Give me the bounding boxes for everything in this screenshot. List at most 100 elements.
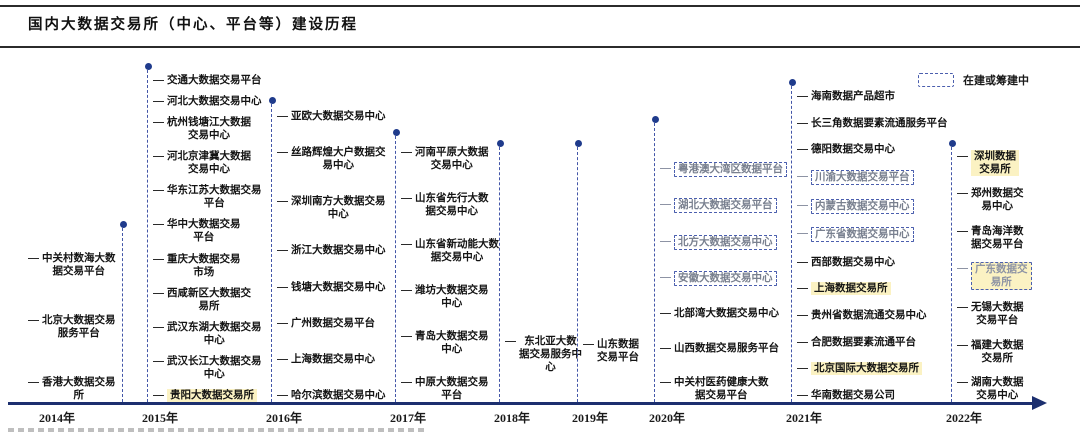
item-connector-dash [277, 250, 288, 252]
timeline-item: 杭州钱塘江大数据 交易中心 [153, 116, 265, 142]
timeline-item: 上海数据交易中心 [277, 353, 389, 366]
item-connector-dash [797, 315, 808, 316]
item-connector-dash [797, 368, 808, 370]
year-label: 2015年 [141, 411, 179, 425]
item-connector-dash [797, 122, 808, 124]
item-label: 北京大数据交易 服务平台 [42, 315, 116, 339]
timeline-item: 深圳南方大数据交易 中心 [277, 195, 389, 221]
timeline-item: 中关村医药健康大数 据交易平台 [660, 376, 788, 402]
timeline-item: 钱塘大数据交易中心 [277, 281, 389, 294]
item-connector-dash [401, 336, 412, 337]
item-label: 中原大数据交易 平台 [415, 377, 489, 401]
item-label: 深圳南方大数据交易 中心 [291, 196, 386, 221]
item-connector-dash [660, 168, 671, 169]
item-connector-dash [153, 156, 164, 158]
item-label: 湖北大数据交易平台 [674, 198, 777, 214]
timeline-item: 福建大数据 交易所 [957, 339, 1057, 365]
item-connector-dash [153, 292, 164, 294]
item-connector-dash [797, 341, 808, 343]
year-label: 2014年 [38, 411, 76, 425]
item-connector-dash [660, 276, 671, 278]
item-label: 河北京津冀大数据 交易中心 [167, 151, 251, 176]
timeline-dot [393, 129, 400, 136]
timeline-item: 河北京津冀大数据 交易中心 [153, 150, 265, 176]
timeline-item: 中原大数据交易 平台 [401, 376, 498, 402]
item-label: 湖南大数据 交易中心 [971, 376, 1024, 401]
item-label: 粤港澳大湾区数据平台 [674, 162, 787, 177]
timeline-item: 华南数据交易公司 [797, 389, 949, 402]
item-connector-dash [401, 198, 412, 199]
year-label: 2019年 [571, 411, 609, 425]
item-label: 丝路辉煌大户数据交 易中心 [291, 147, 386, 172]
item-connector-dash [153, 326, 164, 328]
item-connector-dash [583, 344, 594, 345]
item-connector-dash [277, 394, 288, 396]
column-items: 东北亚大数 据交易服务中 心 [505, 155, 582, 402]
item-connector-dash [660, 347, 671, 349]
timeline-stem [791, 86, 792, 402]
timeline-dot [145, 63, 152, 70]
timeline-stem [951, 147, 952, 402]
item-label: 广州数据交易平台 [291, 317, 375, 329]
item-label: 武汉东湖大数据交易 中心 [167, 321, 262, 346]
item-label: 北部湾大数据交易中心 [674, 308, 779, 320]
item-label: 贵阳大数据交易所 [167, 388, 257, 402]
timeline-item: 西咸新区大数据交 易所 [153, 287, 265, 313]
item-connector-dash [660, 381, 671, 383]
timeline-item: 哈尔滨数据交易中心 [277, 389, 389, 402]
item-connector-dash [277, 152, 288, 154]
item-label: 福建大数据 交易所 [971, 339, 1024, 364]
item-label: 山东数据 交易平台 [597, 339, 639, 363]
timeline-item: 郑州数据交 易中心 [957, 187, 1057, 213]
column-items: 山东数据 交易平台 [583, 155, 647, 402]
item-connector-dash [660, 204, 671, 206]
timeline-item: 河南平原大数据 交易中心 [401, 146, 498, 172]
item-label: 长三角数据要素流通服务平台 [811, 117, 948, 129]
item-connector-dash [957, 344, 968, 346]
item-label: 郑州数据交 易中心 [971, 188, 1024, 213]
timeline-item: 长三角数据要素流通服务平台 [797, 117, 949, 130]
year-label: 2017年 [389, 411, 427, 425]
title-bottom-rule [0, 46, 1080, 48]
timeline-stem [271, 104, 272, 402]
timeline-item: 北部湾大数据交易中心 [660, 307, 788, 320]
timeline-item: 贵阳大数据交易所 [153, 388, 265, 402]
title-top-rule [0, 5, 1080, 7]
item-connector-dash [401, 290, 412, 291]
item-label: 西部数据交易中心 [811, 256, 895, 268]
item-label: 重庆大数据交易 市场 [167, 253, 241, 278]
item-label: 内蒙古数据交易中心 [811, 198, 914, 214]
item-label: 武汉长江大数据交易 中心 [167, 355, 262, 380]
item-connector-dash [797, 96, 808, 97]
item-label: 哈尔滨数据交易中心 [291, 389, 386, 401]
timeline-item: 潍坊大数据交易 中心 [401, 284, 498, 310]
item-connector-dash [660, 240, 671, 242]
timeline-dot [269, 97, 276, 104]
year-label: 2018年 [493, 411, 531, 425]
timeline-dot [120, 221, 127, 228]
item-label: 河北大数据交易中心 [167, 96, 262, 108]
item-connector-dash [153, 258, 164, 260]
clipped-caption-remnant [8, 428, 428, 432]
timeline-dot [497, 140, 504, 147]
item-connector-dash [957, 307, 968, 309]
item-connector-dash [153, 122, 164, 124]
timeline-item: 华东江苏大数据交易 平台 [153, 184, 265, 210]
item-connector-dash [797, 233, 808, 235]
item-connector-dash [28, 320, 39, 321]
timeline-item: 合肥数据要素流通平台 [797, 336, 949, 349]
timeline-item: 湖北大数据交易平台 [660, 198, 788, 214]
timeline-item: 内蒙古数据交易中心 [797, 198, 949, 214]
item-connector-dash [401, 152, 412, 153]
item-connector-dash [401, 382, 412, 383]
year-label: 2022年 [945, 411, 983, 425]
timeline-item: 香港大数据交易 所 [28, 376, 120, 402]
item-label: 浙江大数据交易中心 [291, 245, 386, 257]
year-label: 2021年 [785, 411, 823, 425]
column-items: 交通大数据交易平台 河北大数据交易中心 杭州钱塘江大数据 交易中心 河北京津冀大数据 … [153, 74, 265, 402]
item-label: 合肥数据要素流通平台 [811, 336, 916, 348]
item-connector-dash [797, 394, 808, 396]
item-label: 北京国际大数据交易所 [811, 362, 922, 376]
item-label: 德阳数据交易中心 [811, 144, 895, 156]
